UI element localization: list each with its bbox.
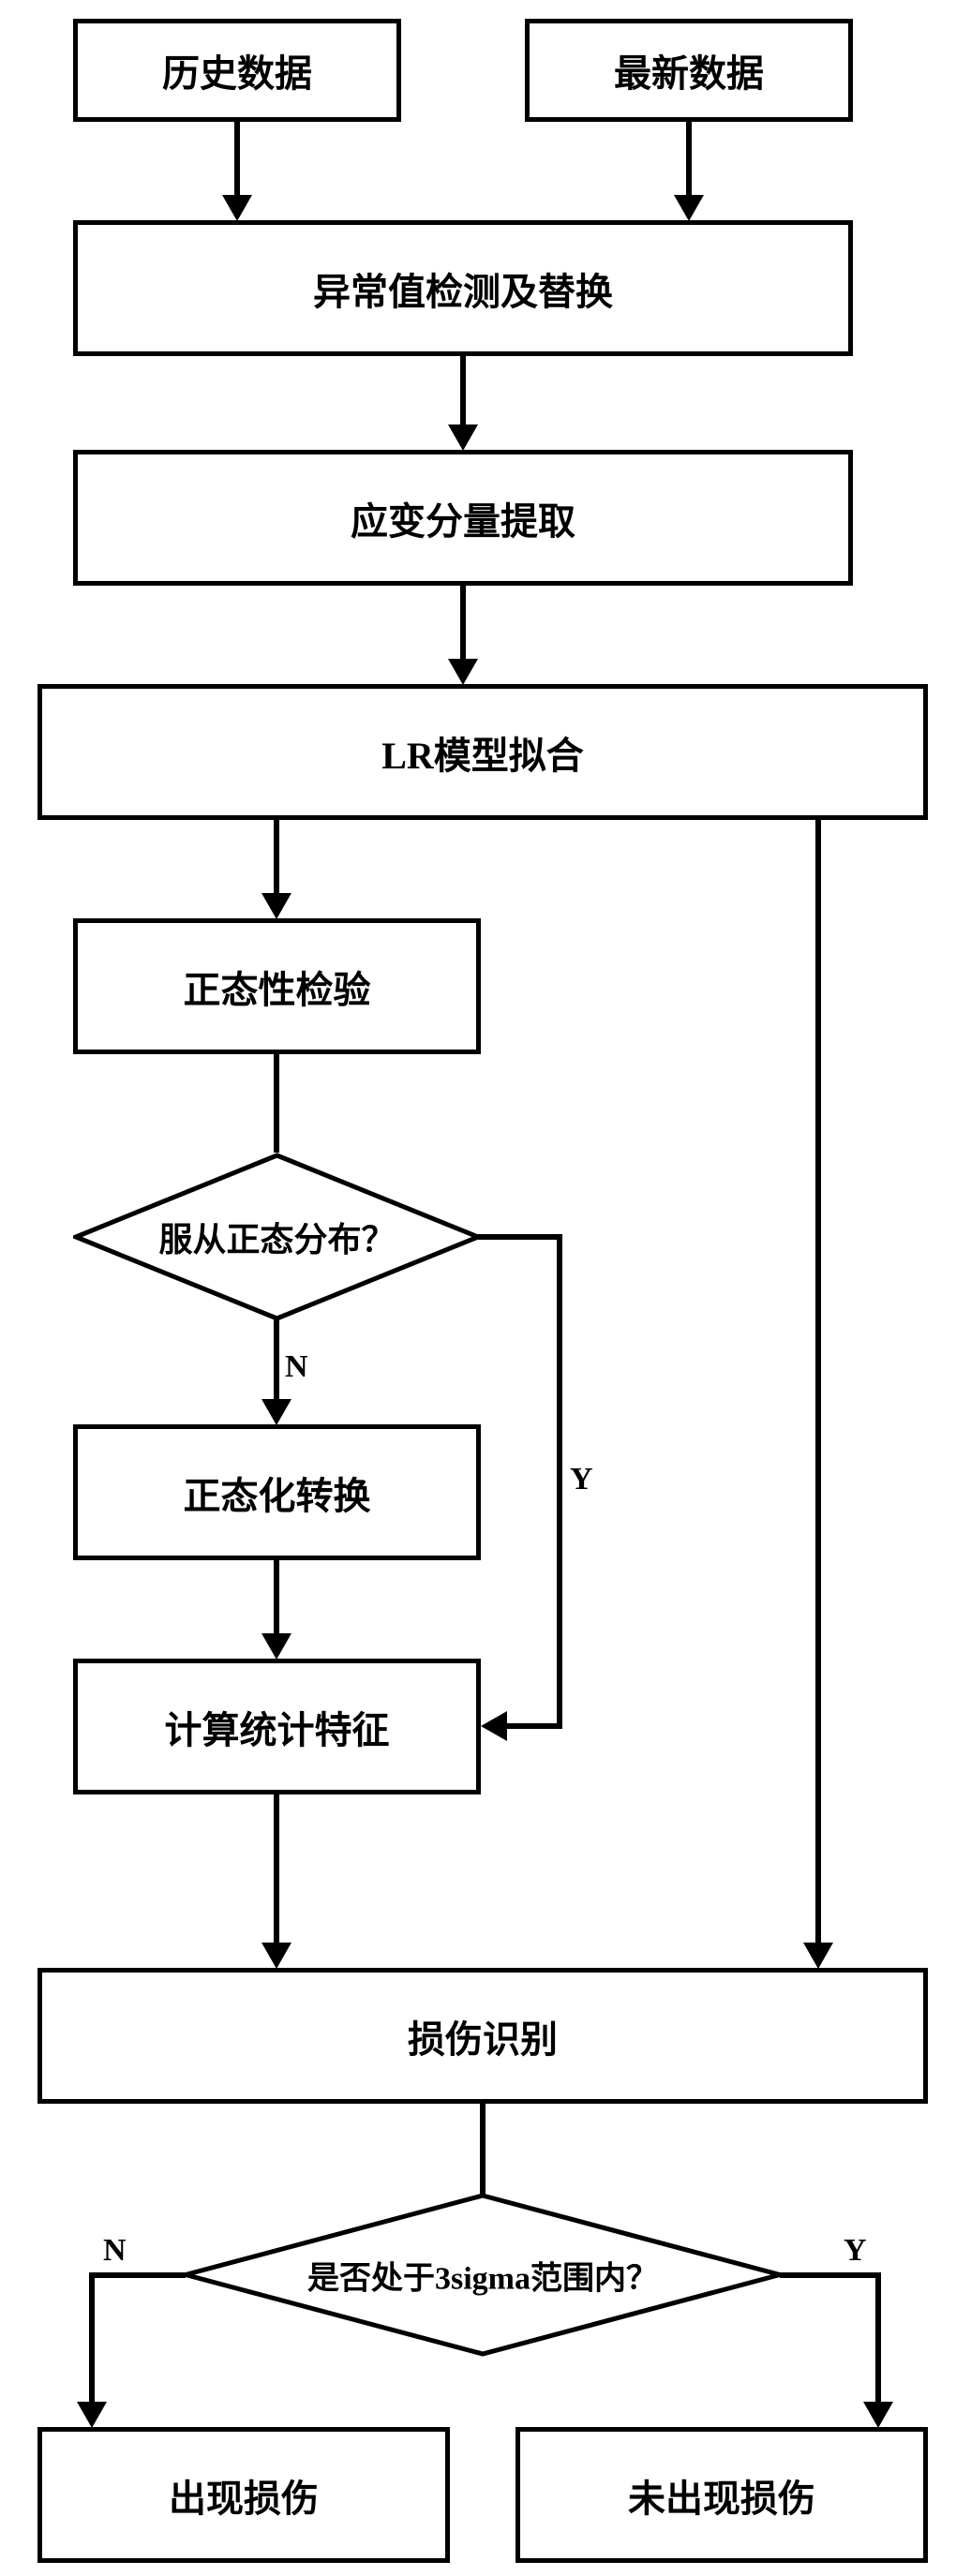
edge-damage-d2 — [480, 2104, 486, 2196]
node-outlier: 异常值检测及替换 — [73, 220, 853, 356]
node-latest-label: 最新数据 — [614, 43, 764, 97]
edge-d1-normalize — [274, 1318, 279, 1401]
edge-stats-damage — [274, 1794, 279, 1944]
node-lr-label: LR模型拟合 — [381, 725, 584, 780]
arrow-latest-outlier — [674, 195, 704, 221]
edge-d2-yesdmg-v — [89, 2272, 95, 2404]
node-stats-label: 计算统计特征 — [165, 1700, 390, 1754]
node-yesdmg: 出现损伤 — [37, 2427, 450, 2563]
node-history-label: 历史数据 — [162, 43, 312, 97]
node-outlier-label: 异常值检测及替换 — [313, 261, 613, 316]
edge-d2-nodmg-v — [875, 2272, 881, 2404]
arrow-stats-damage — [261, 1943, 291, 1969]
node-normalize-label: 正态化转换 — [184, 1466, 371, 1520]
label-d1-Y: Y — [570, 1462, 593, 1497]
edge-history-outlier — [234, 122, 240, 197]
node-d2-label: 是否处于3sigma范围内？ — [307, 2261, 658, 2296]
label-d1-N: N — [285, 1349, 308, 1385]
node-lr: LR模型拟合 — [37, 684, 928, 820]
node-normtest-label: 正态性检验 — [184, 960, 371, 1014]
arrow-d1-stats — [481, 1711, 507, 1741]
edge-d2-yesdmg-h — [89, 2272, 186, 2278]
node-strain: 应变分量提取 — [73, 450, 853, 586]
edge-outlier-strain — [460, 356, 466, 426]
edge-lr-normtest — [274, 820, 279, 895]
node-stats: 计算统计特征 — [73, 1659, 481, 1794]
arrow-history-outlier — [222, 195, 252, 221]
edge-lr-damage — [815, 820, 821, 1944]
node-nodmg-label: 未出现损伤 — [628, 2468, 815, 2523]
node-d1: 服从正态分布？ — [73, 1153, 481, 1321]
arrow-lr-normtest — [261, 893, 291, 919]
edge-strain-lr — [460, 586, 466, 661]
edge-d2-nodmg-h — [780, 2272, 881, 2278]
arrow-lr-damage — [803, 1943, 833, 1969]
edge-normtest-d1 — [274, 1054, 279, 1153]
edge-d1-stats-v — [557, 1234, 562, 1729]
label-d2-Y: Y — [844, 2233, 867, 2269]
node-strain-label: 应变分量提取 — [351, 491, 575, 545]
edge-normalize-stats — [274, 1560, 279, 1635]
node-d2: 是否处于3sigma范围内？ — [183, 2193, 783, 2357]
node-nodmg: 未出现损伤 — [515, 2427, 928, 2563]
arrow-strain-lr — [448, 659, 478, 685]
edge-d1-stats-h2 — [506, 1723, 562, 1729]
edge-latest-outlier — [686, 122, 692, 197]
arrow-d1-normalize — [261, 1399, 291, 1425]
node-yesdmg-label: 出现损伤 — [169, 2468, 319, 2523]
node-history: 历史数据 — [73, 19, 401, 122]
node-normalize: 正态化转换 — [73, 1424, 481, 1560]
node-d1-label: 服从正态分布？ — [158, 1221, 395, 1258]
arrow-d2-yesdmg — [77, 2402, 107, 2428]
arrow-outlier-strain — [448, 424, 478, 451]
node-damage-label: 损伤识别 — [408, 2009, 558, 2063]
node-damage: 损伤识别 — [37, 1968, 928, 2104]
label-d2-N: N — [103, 2233, 127, 2269]
edge-d1-stats-h — [478, 1234, 562, 1240]
arrow-d2-nodmg — [863, 2402, 893, 2428]
arrow-normalize-stats — [261, 1633, 291, 1660]
node-latest: 最新数据 — [525, 19, 853, 122]
node-normtest: 正态性检验 — [73, 918, 481, 1054]
